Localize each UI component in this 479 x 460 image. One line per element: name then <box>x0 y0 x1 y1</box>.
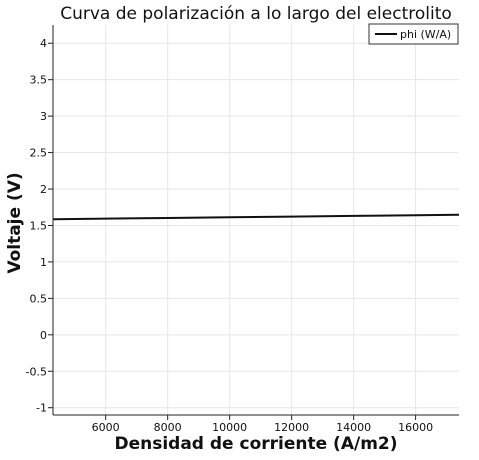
y-tick-label: -1 <box>36 402 47 415</box>
axes <box>52 25 459 416</box>
series-group <box>52 213 460 221</box>
grid <box>53 25 459 415</box>
x-tick-label: 8000 <box>154 421 182 434</box>
legend: phi (W/A) <box>368 23 459 45</box>
x-tick-label: 14000 <box>336 421 371 434</box>
x-tick-label: 6000 <box>92 421 120 434</box>
legend-label: phi (W/A) <box>400 28 451 41</box>
y-tick-label: 4 <box>40 37 47 50</box>
y-tick-label: 3.5 <box>30 74 48 87</box>
x-tick-label: 16000 <box>398 421 433 434</box>
x-axis-label: Densidad de corriente (A/m2) <box>114 434 397 454</box>
ticks: 6000 8000 10000 12000 14000 16000 -1 -0.5 0 0.5 1 1… <box>26 37 434 434</box>
y-tick-label: 0 <box>40 329 47 342</box>
y-tick-label: 0.5 <box>30 292 48 305</box>
y-tick-label: -0.5 <box>26 365 47 378</box>
x-tick-label: 12000 <box>274 421 309 434</box>
y-tick-label: 1.5 <box>30 219 48 232</box>
legend-box <box>368 23 459 45</box>
chart-title: Curva de polarización a lo largo del ele… <box>60 4 452 24</box>
y-tick-label: 3 <box>40 110 47 123</box>
x-tick-label: 10000 <box>212 421 247 434</box>
y-tick-label: 2 <box>40 183 47 196</box>
series-line <box>52 213 460 221</box>
y-tick-label: 2.5 <box>30 147 48 160</box>
y-axis-label: Voltaje (V) <box>5 172 25 273</box>
y-tick-label: 1 <box>40 256 47 269</box>
